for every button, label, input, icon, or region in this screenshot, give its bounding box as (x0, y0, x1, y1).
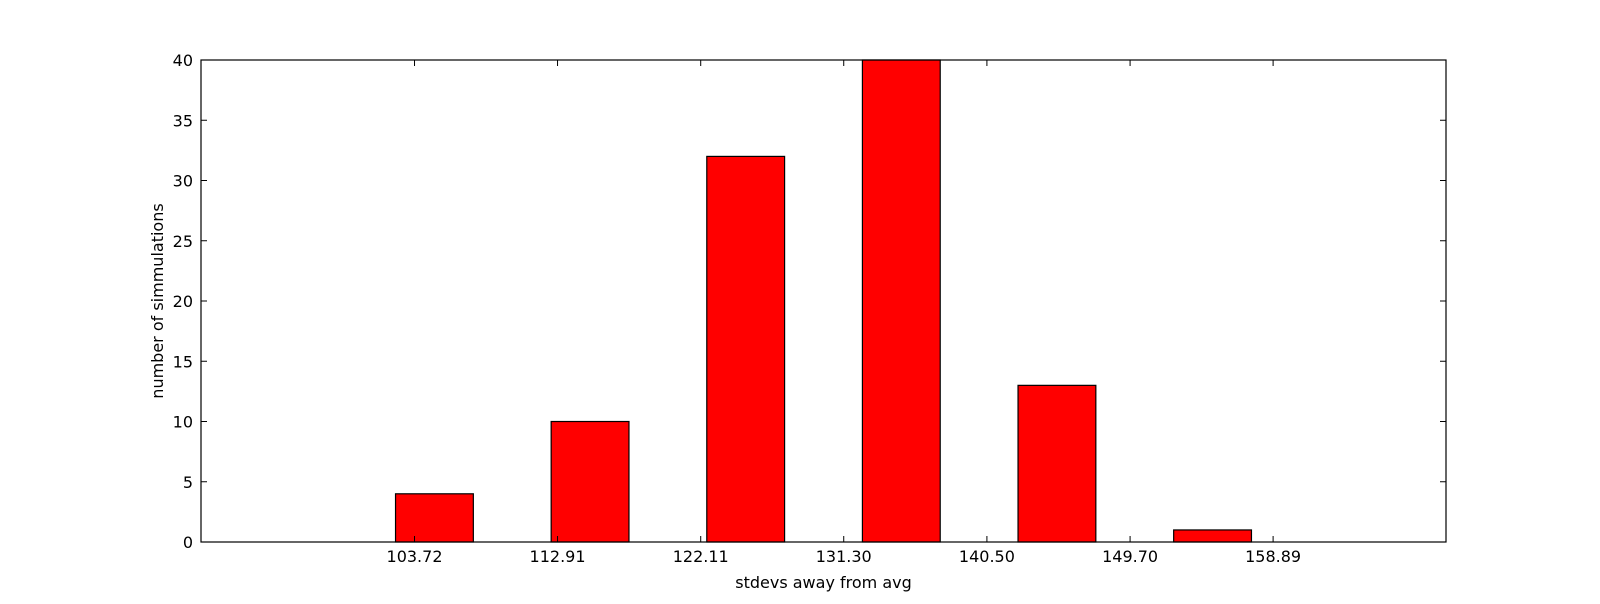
y-tick-label-5: 25 (173, 232, 193, 251)
y-tick-label-2: 10 (173, 413, 193, 432)
y-tick-label-7: 35 (173, 111, 193, 130)
y-tick-label-1: 5 (183, 473, 193, 492)
bar-6 (1173, 529, 1253, 543)
x-axis-label: stdevs away from avg (735, 573, 912, 592)
y-tick-label-6: 30 (173, 172, 193, 191)
bar-3 (706, 155, 786, 543)
y-tick-label-8: 40 (173, 51, 193, 70)
bar-5 (1017, 384, 1097, 543)
y-tick-label-4: 20 (173, 292, 193, 311)
x-tick-label-3: 131.30 (816, 547, 872, 566)
bar-4 (861, 59, 941, 543)
y-tick-label-0: 0 (183, 533, 193, 552)
x-tick-label-0: 103.72 (387, 547, 443, 566)
x-tick-label-1: 112.91 (530, 547, 586, 566)
y-axis-label: number of simmulations (148, 203, 167, 398)
bars-layer (394, 59, 1253, 543)
x-tick-label-5: 149.70 (1102, 547, 1158, 566)
x-tick-label-6: 158.89 (1245, 547, 1301, 566)
plot-frame (200, 59, 1447, 543)
bar-1 (394, 493, 474, 543)
x-tick-label-4: 140.50 (959, 547, 1015, 566)
ticks-layer: 0 5 10 15 20 25 30 35 40 103.72 112.91 122.11 131.30… (173, 51, 1446, 566)
bar-2 (550, 420, 630, 543)
y-tick-label-3: 15 (173, 352, 193, 371)
x-tick-label-2: 122.11 (673, 547, 729, 566)
